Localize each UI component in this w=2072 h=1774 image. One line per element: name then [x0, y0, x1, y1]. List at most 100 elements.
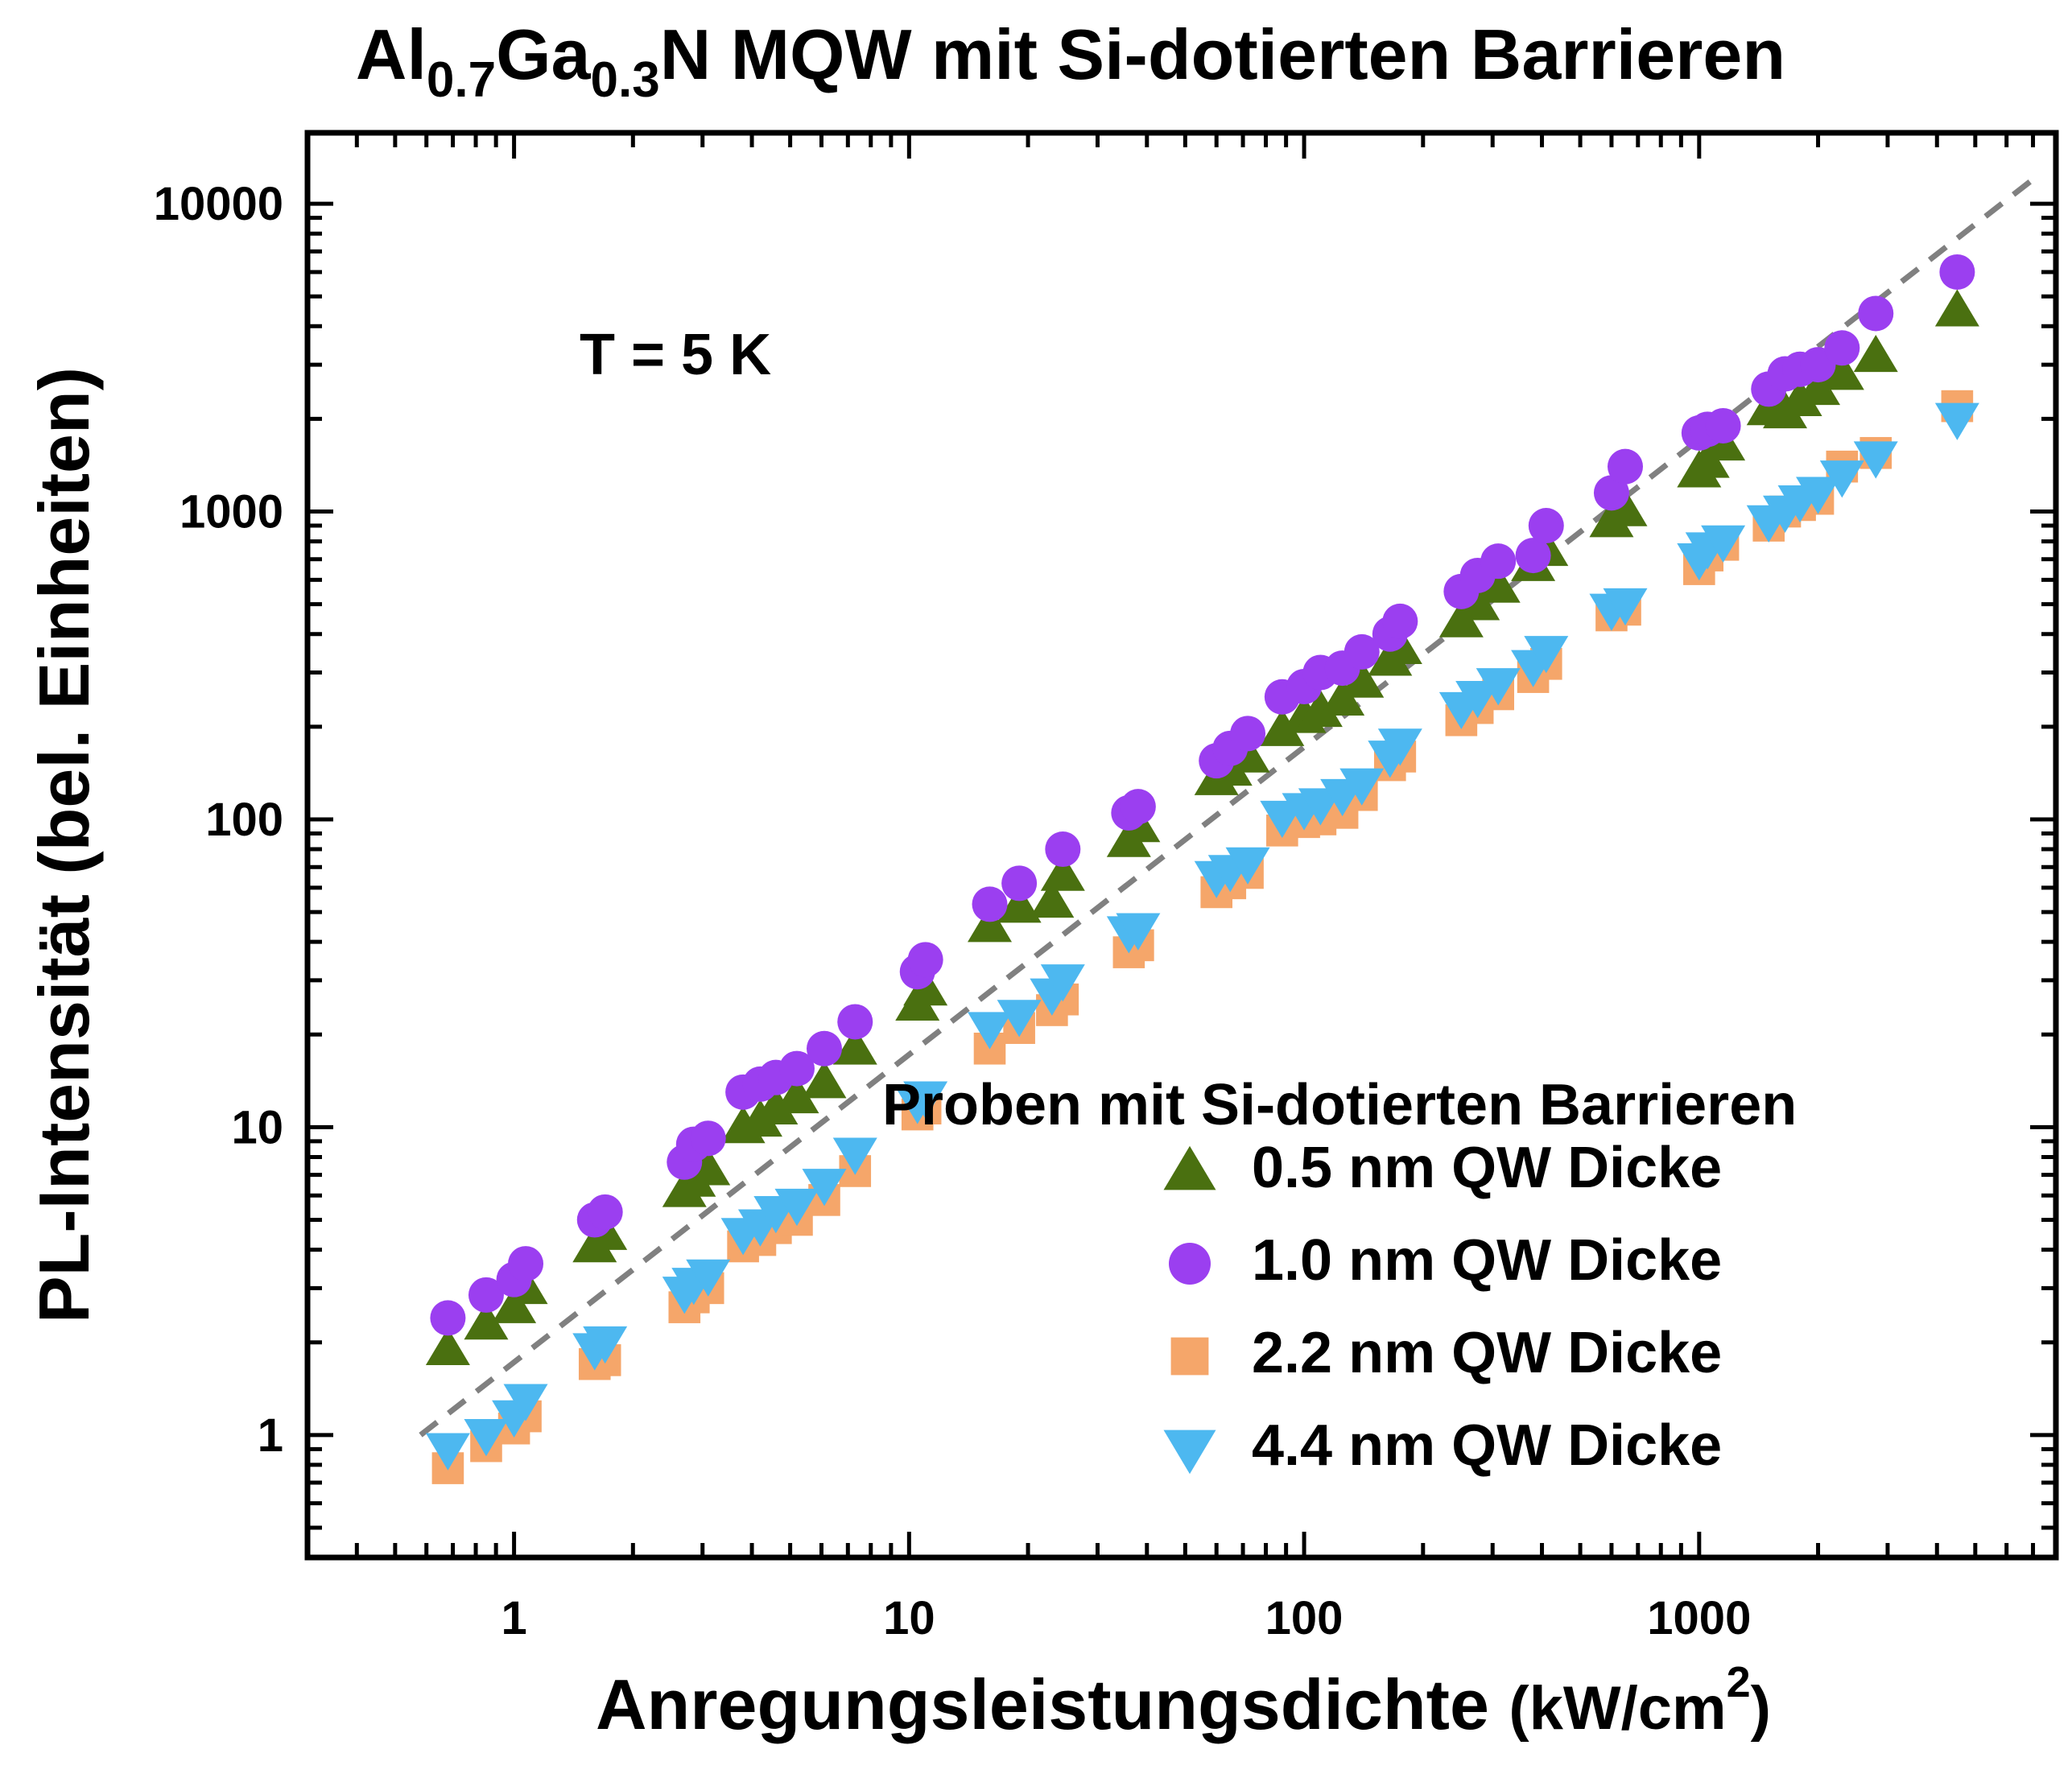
- title-part: 0.7: [427, 52, 496, 108]
- data-point: [1480, 543, 1517, 580]
- legend-label: 0.5 nm QW Dicke: [1252, 1136, 1722, 1200]
- data-point: [1796, 477, 1841, 514]
- data-point: [997, 885, 1042, 923]
- x-axis-label: Anregungsleistungsdichte (kW/cm2): [596, 1658, 1771, 1744]
- data-point: [1705, 407, 1741, 444]
- data-point: [1001, 865, 1038, 901]
- legend-marker: [1170, 1337, 1209, 1376]
- legend-marker: [1163, 1430, 1216, 1475]
- y-tick-label: 10000: [154, 178, 283, 230]
- data-point: [1593, 475, 1629, 511]
- data-point: [1339, 660, 1385, 698]
- data-point: [1030, 880, 1075, 918]
- temperature-annotation: T = 5 K: [580, 323, 771, 387]
- data-point: [1377, 728, 1422, 766]
- data-point: [464, 1302, 509, 1340]
- data-point: [1608, 448, 1644, 485]
- title-part: 0.3: [591, 52, 660, 108]
- legend-label: 4.4 nm QW Dicke: [1252, 1413, 1722, 1478]
- data-point: [425, 1433, 470, 1471]
- legend-marker: [1163, 1145, 1216, 1190]
- x-tick-label: 10: [883, 1592, 935, 1644]
- data-point: [1382, 603, 1418, 639]
- data-point: [1819, 353, 1864, 390]
- series-square: [431, 390, 1974, 1484]
- data-point: [1476, 565, 1521, 603]
- data-point: [430, 1300, 466, 1336]
- data-point: [425, 1327, 470, 1366]
- data-point: [903, 1081, 948, 1119]
- data-point: [802, 1169, 847, 1207]
- y-tick-label: 10: [231, 1101, 283, 1153]
- data-point: [907, 942, 943, 978]
- data-point: [778, 1050, 815, 1087]
- tick-labels: 1 10 100 1000 1 10 100 1000 10000: [154, 178, 1752, 1644]
- data-point: [1225, 847, 1270, 885]
- data-point: [503, 1384, 548, 1421]
- data-point: [464, 1419, 509, 1457]
- x-axis-label-main: Anregungsleistungsdichte: [596, 1665, 1509, 1744]
- data-point: [968, 905, 1013, 943]
- data-point: [832, 1027, 877, 1065]
- x-tick-label: 1: [501, 1592, 526, 1644]
- data-point: [1777, 378, 1822, 417]
- axis-ticks: [305, 133, 2058, 1560]
- legend: Proben mit Si-dotierten Barrieren 0.5 nm…: [882, 1073, 1797, 1478]
- title-part: N MQW mit Si-dotierten Barrieren: [660, 14, 1785, 94]
- data-point: [1528, 508, 1564, 544]
- legend-title: Proben mit Si-dotierten Barrieren: [882, 1073, 1797, 1137]
- legend-label: 1.0 nm QW Dicke: [1252, 1228, 1722, 1293]
- data-point: [686, 1259, 731, 1297]
- data-point: [1455, 680, 1500, 719]
- data-point: [1116, 913, 1161, 951]
- x-axis-label-unit-close: ): [1751, 1674, 1771, 1743]
- data-point: [1260, 708, 1305, 746]
- data-point: [690, 1120, 726, 1157]
- data-point: [1339, 768, 1385, 806]
- data-point: [1603, 588, 1648, 626]
- data-point: [587, 1194, 623, 1230]
- data-point: [1524, 636, 1569, 674]
- data-point: [1819, 460, 1864, 498]
- legend-marker: [1169, 1243, 1211, 1285]
- data-point: [1343, 633, 1380, 670]
- data-point: [1824, 330, 1860, 366]
- x-axis-label-superscript: 2: [1727, 1658, 1751, 1706]
- data-point: [1040, 853, 1085, 891]
- data-point: [468, 1277, 504, 1313]
- chart-title: Al0.7Ga0.3N MQW mit Si-dotierten Barrier…: [356, 14, 1785, 108]
- y-axis-label: PL-Intensität (bel. Einheiten): [24, 367, 104, 1323]
- data-point: [1603, 489, 1648, 526]
- series-triangle-down: [425, 402, 1979, 1471]
- data-point: [686, 1148, 731, 1186]
- data-point: [802, 1061, 847, 1099]
- title-part: Ga: [496, 14, 591, 94]
- data-point: [1934, 402, 1979, 440]
- data-point: [968, 1012, 1013, 1050]
- data-point: [806, 1030, 842, 1066]
- data-point: [1853, 441, 1898, 479]
- data-point: [1230, 716, 1266, 752]
- x-tick-label: 100: [1265, 1592, 1343, 1644]
- title-part: Al: [356, 14, 427, 94]
- data-point: [972, 886, 1008, 922]
- data-point: [492, 1285, 537, 1323]
- y-tick-label: 1: [258, 1409, 283, 1462]
- data-point: [1934, 289, 1979, 327]
- data-point: [1515, 538, 1551, 574]
- data-point: [753, 1087, 799, 1124]
- plot-marks: [419, 177, 2035, 1484]
- data-point: [774, 1075, 819, 1114]
- data-point: [508, 1246, 544, 1282]
- y-tick-label: 1000: [180, 486, 283, 538]
- data-point: [1858, 295, 1894, 332]
- data-point: [583, 1326, 628, 1364]
- data-point: [1476, 668, 1521, 706]
- data-point: [1796, 367, 1841, 406]
- x-axis-label-unit: (kW/cm: [1509, 1674, 1726, 1743]
- plot-frame: [304, 130, 2059, 1561]
- y-tick-label: 100: [205, 794, 283, 846]
- series-circle: [430, 254, 1975, 1336]
- x-tick-label: 1000: [1647, 1592, 1751, 1644]
